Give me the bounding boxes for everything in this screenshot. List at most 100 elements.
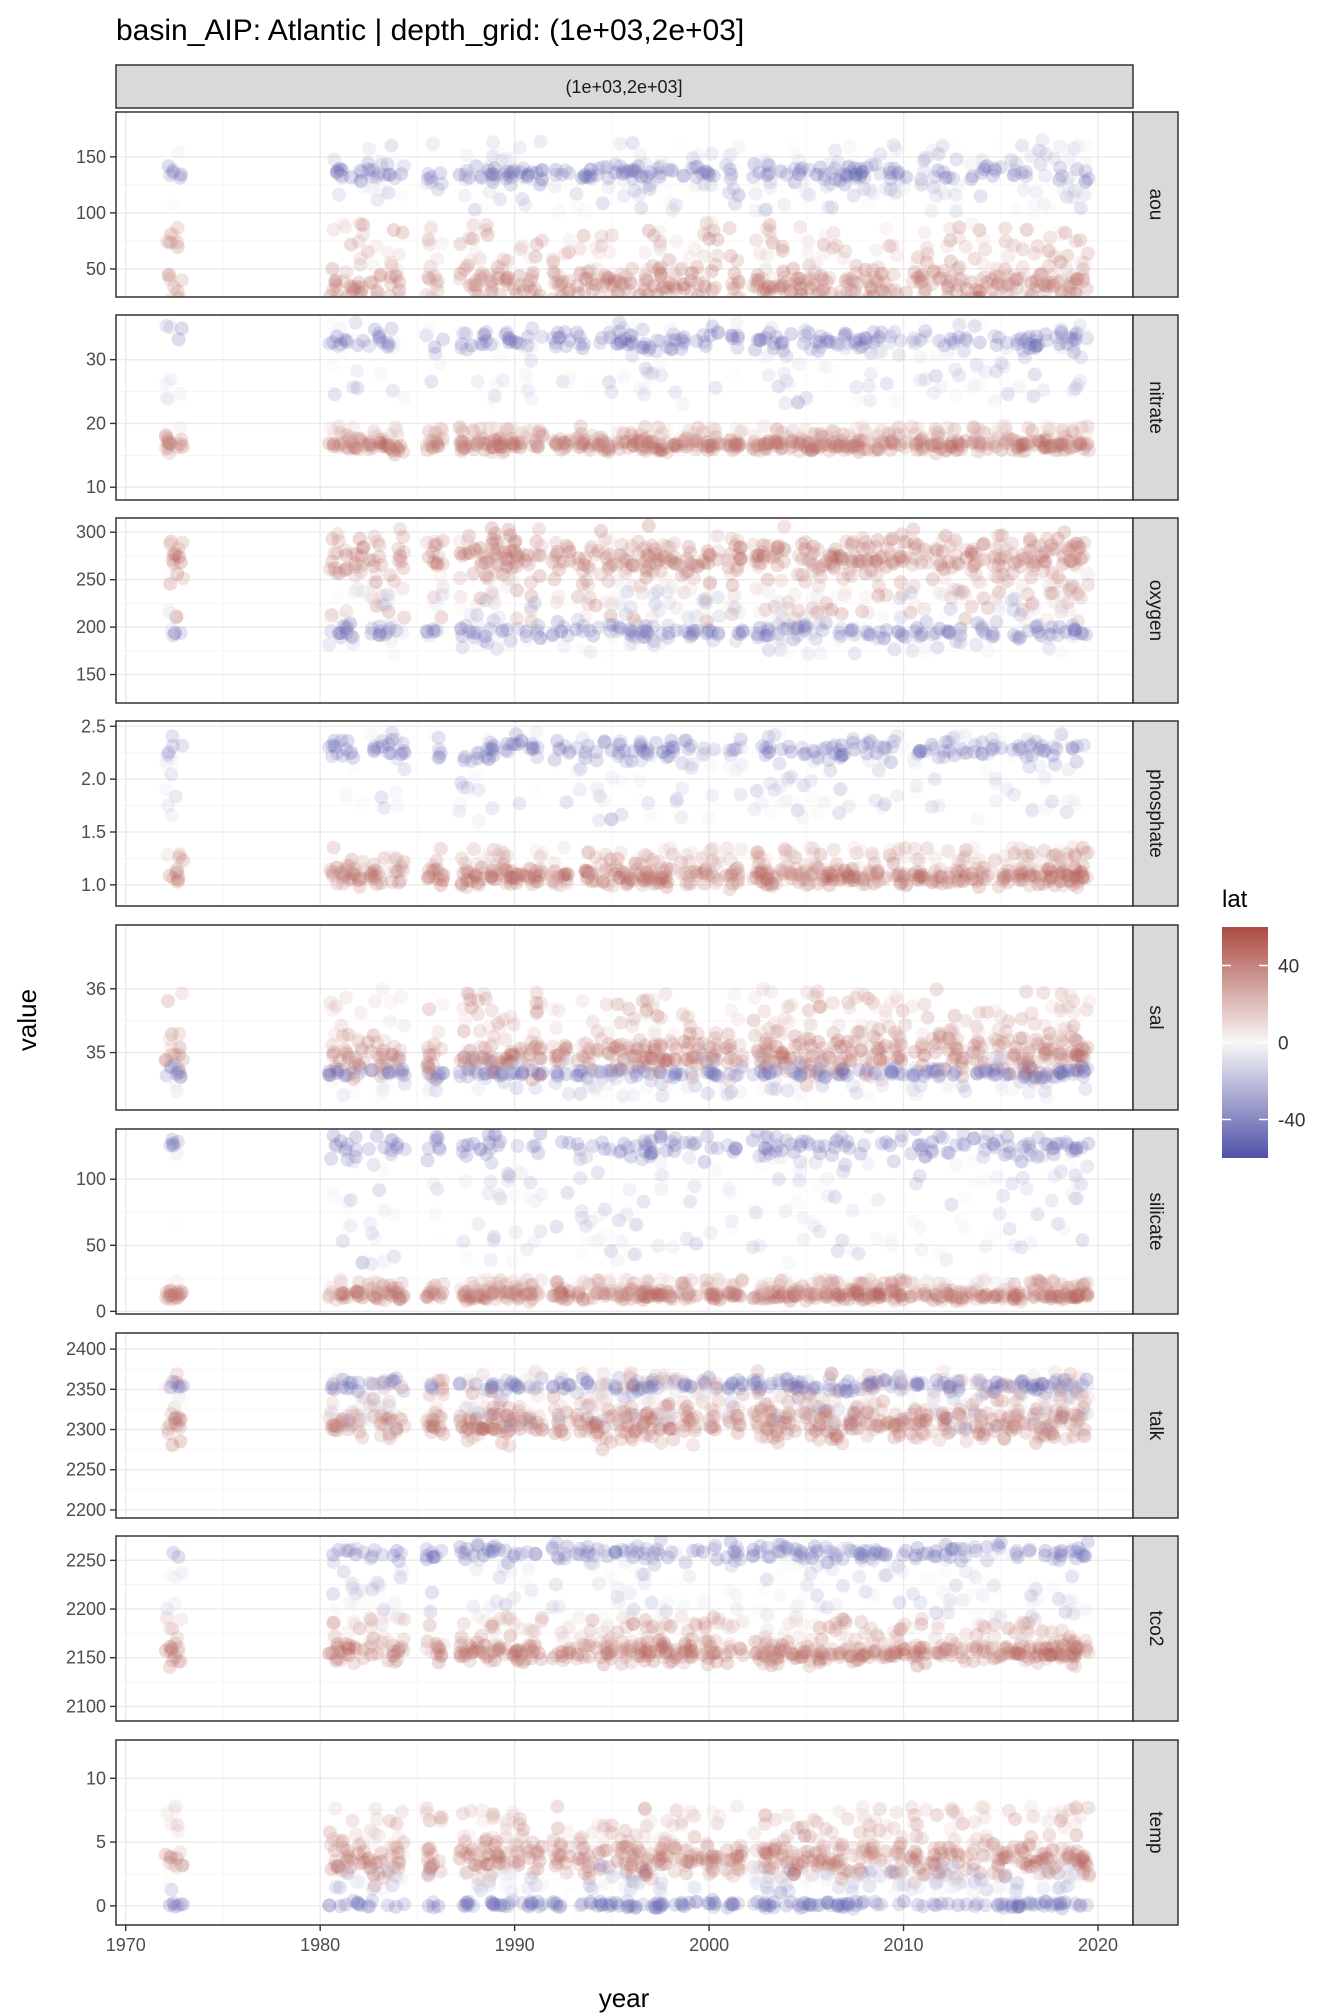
data-point xyxy=(827,440,842,455)
data-point xyxy=(930,869,945,884)
data-point xyxy=(515,1066,530,1081)
data-point xyxy=(668,623,683,638)
data-point xyxy=(967,737,982,752)
data-point xyxy=(600,877,615,892)
data-point xyxy=(777,622,792,637)
data-point xyxy=(734,552,748,567)
data-point xyxy=(507,870,522,885)
data-point xyxy=(633,753,648,768)
data-point xyxy=(658,572,673,587)
data-point xyxy=(707,733,721,748)
data-point xyxy=(578,1036,593,1051)
data-point xyxy=(711,1069,726,1084)
data-point xyxy=(1044,432,1059,447)
data-point xyxy=(1025,555,1040,569)
data-point xyxy=(996,271,1011,285)
data-point xyxy=(998,549,1013,564)
data-point xyxy=(708,430,723,445)
data-point xyxy=(640,557,655,572)
data-point xyxy=(751,845,765,860)
data-point xyxy=(604,812,619,827)
data-point xyxy=(510,552,525,567)
data-point xyxy=(591,161,606,176)
data-point xyxy=(761,585,776,600)
data-point xyxy=(643,1049,658,1064)
data-point xyxy=(582,1063,597,1078)
data-point xyxy=(1012,861,1027,876)
data-point xyxy=(495,623,510,638)
data-point xyxy=(353,287,368,297)
data-point xyxy=(591,437,606,452)
data-point xyxy=(704,758,718,773)
data-point xyxy=(768,1025,783,1040)
data-point xyxy=(1025,867,1040,882)
data-point xyxy=(719,157,734,172)
data-point xyxy=(330,546,344,560)
data-point xyxy=(690,148,705,163)
data-point xyxy=(626,438,641,453)
data-point xyxy=(676,334,691,349)
data-point xyxy=(625,873,640,888)
data-point xyxy=(335,345,350,360)
data-point xyxy=(521,329,535,344)
data-point xyxy=(1061,434,1075,449)
data-point xyxy=(885,240,900,255)
data-point xyxy=(1054,600,1069,615)
data-point xyxy=(1040,612,1055,627)
data-point xyxy=(362,339,377,353)
data-point xyxy=(430,429,445,444)
panel-background xyxy=(116,315,1133,500)
data-point xyxy=(684,557,699,572)
data-point xyxy=(529,435,543,450)
data-point xyxy=(792,277,807,292)
data-point xyxy=(757,1045,772,1060)
data-point xyxy=(677,1053,692,1068)
data-point xyxy=(372,326,386,341)
data-point xyxy=(861,605,876,620)
data-point xyxy=(920,150,935,165)
data-point xyxy=(848,167,863,182)
data-point xyxy=(594,438,609,453)
data-point xyxy=(1043,332,1058,347)
data-point xyxy=(554,167,569,182)
data-point xyxy=(967,745,982,759)
data-point xyxy=(579,573,594,588)
data-point xyxy=(609,1058,624,1073)
data-point xyxy=(458,546,473,561)
data-point xyxy=(1009,203,1023,217)
data-point xyxy=(771,379,786,394)
data-point xyxy=(577,437,592,451)
data-point xyxy=(431,344,446,359)
data-point xyxy=(425,433,440,448)
data-point xyxy=(705,421,720,435)
data-point xyxy=(339,333,354,348)
data-point xyxy=(895,627,910,642)
data-point xyxy=(569,622,584,637)
data-point xyxy=(803,438,818,453)
data-point xyxy=(847,646,862,661)
data-point xyxy=(870,441,885,456)
data-point xyxy=(817,167,832,182)
data-point xyxy=(951,191,966,206)
facet-strip-bg xyxy=(1132,517,1179,704)
data-point xyxy=(839,534,854,549)
data-point xyxy=(162,1032,177,1047)
data-point xyxy=(629,165,644,180)
data-point xyxy=(807,271,822,286)
data-point xyxy=(531,548,546,563)
data-point xyxy=(819,740,834,755)
data-point xyxy=(978,279,993,294)
data-point xyxy=(1067,580,1082,595)
data-point xyxy=(730,331,745,346)
data-point xyxy=(675,755,690,770)
data-point xyxy=(624,428,639,443)
data-point xyxy=(489,641,504,656)
data-point xyxy=(353,216,368,231)
data-point xyxy=(814,439,829,453)
data-point xyxy=(725,276,740,291)
data-point xyxy=(658,433,673,448)
data-point xyxy=(352,531,367,546)
data-point xyxy=(420,1058,435,1073)
data-point xyxy=(666,279,681,294)
data-point xyxy=(652,1050,667,1065)
